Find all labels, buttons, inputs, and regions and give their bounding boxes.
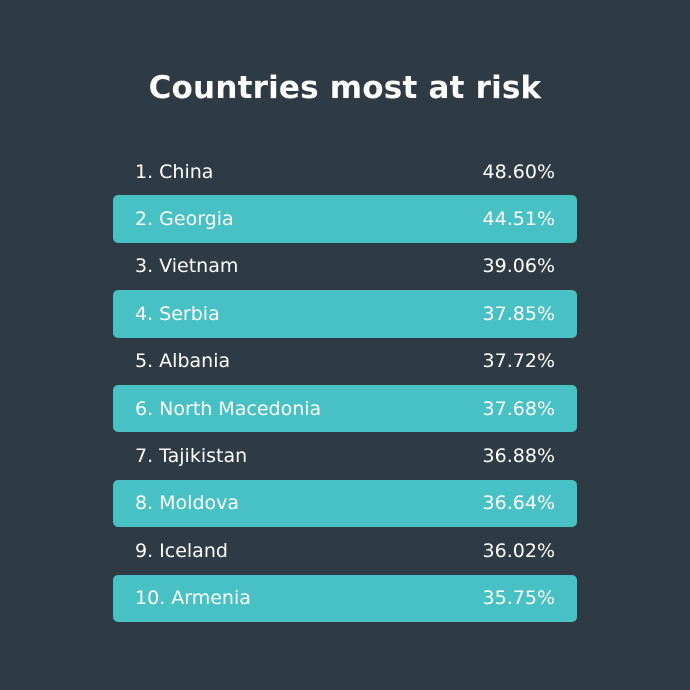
risk-value: 39.06%	[482, 255, 555, 278]
table-row: 2. Georgia 44.51%	[113, 195, 577, 243]
risk-value: 35.75%	[482, 587, 555, 610]
country-label: 6. North Macedonia	[135, 397, 322, 420]
country-label: 1. China	[135, 160, 214, 183]
risk-value: 36.88%	[482, 445, 555, 468]
table-row: 6. North Macedonia 37.68%	[113, 384, 577, 433]
table-row: 1. China 48.60%	[113, 148, 577, 195]
country-label: 7. Tajikistan	[135, 445, 248, 468]
chart-title: Countries most at risk	[148, 70, 542, 106]
country-label: 2. Georgia	[135, 208, 234, 231]
country-label: 9. Iceland	[135, 539, 228, 562]
table-row: 7. Tajikistan 36.88%	[113, 432, 577, 479]
risk-value: 37.85%	[482, 302, 555, 325]
risk-value: 36.02%	[482, 539, 555, 562]
country-label: 3. Vietnam	[135, 255, 239, 278]
ranking-table: 1. China 48.60% 2. Georgia 44.51% 3. Vietnam…	[113, 148, 577, 622]
table-row: 10. Armenia 35.75%	[113, 574, 577, 622]
table-row: 3. Vietnam 39.06%	[113, 243, 577, 290]
risk-value: 37.72%	[482, 350, 555, 373]
table-row: 5. Albania 37.72%	[113, 338, 577, 385]
country-label: 8. Moldova	[135, 492, 240, 515]
table-row: 8. Moldova 36.64%	[113, 479, 577, 528]
table-row: 9. Iceland 36.02%	[113, 527, 577, 574]
risk-value: 44.51%	[482, 208, 555, 231]
risk-value: 36.64%	[482, 492, 555, 515]
country-label: 4. Serbia	[135, 302, 220, 325]
risk-value: 37.68%	[482, 397, 555, 420]
country-label: 5. Albania	[135, 350, 231, 373]
country-label: 10. Armenia	[135, 587, 251, 610]
risk-value: 48.60%	[482, 160, 555, 183]
table-row: 4. Serbia 37.85%	[113, 290, 577, 338]
